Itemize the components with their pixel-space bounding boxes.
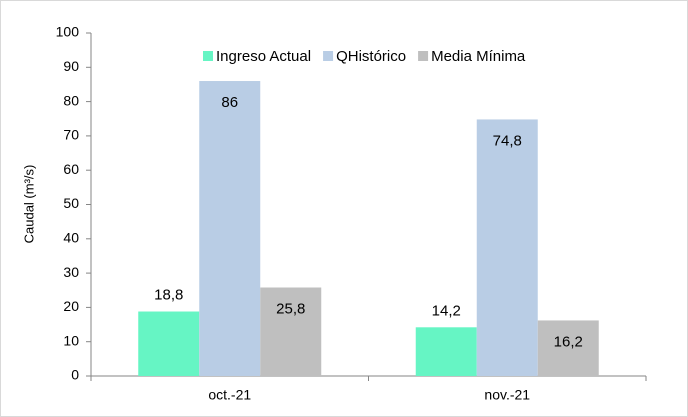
- bar: [537, 320, 599, 376]
- legend-swatch: [323, 51, 334, 61]
- legend-swatch: [203, 51, 213, 61]
- bar: [476, 119, 538, 376]
- y-tick-label: 20: [63, 298, 79, 314]
- value-label: 14,2: [432, 302, 461, 319]
- value-label: 16,2: [554, 333, 583, 350]
- legend-label: QHistórico: [336, 48, 406, 65]
- bar: [415, 327, 477, 376]
- value-label: 86: [221, 94, 238, 111]
- y-tick-label: 30: [63, 264, 79, 280]
- value-label: 25,8: [276, 300, 305, 317]
- bar: [199, 81, 261, 377]
- y-tick-label: 40: [63, 230, 79, 246]
- y-tick-label: 90: [63, 58, 79, 74]
- y-tick-label: 60: [63, 161, 79, 177]
- value-label: 18,8: [154, 286, 183, 303]
- x-tick-label: nov.-21: [484, 387, 530, 403]
- legend-swatch: [418, 51, 429, 61]
- y-tick-label: 10: [63, 332, 79, 348]
- x-tick-label: oct.-21: [208, 387, 251, 403]
- y-tick-label: 50: [63, 195, 79, 211]
- y-tick-label: 80: [63, 92, 79, 108]
- legend-label: Media Mínima: [431, 48, 526, 65]
- y-tick-label: 100: [56, 24, 80, 40]
- bar: [260, 287, 322, 376]
- bar: [138, 311, 200, 376]
- y-axis-label: Caudal (m³/s): [21, 165, 36, 244]
- y-tick-label: 0: [71, 367, 79, 383]
- value-label: 74,8: [493, 132, 522, 149]
- y-tick-label: 70: [63, 127, 79, 143]
- legend-label: Ingreso Actual: [216, 48, 311, 65]
